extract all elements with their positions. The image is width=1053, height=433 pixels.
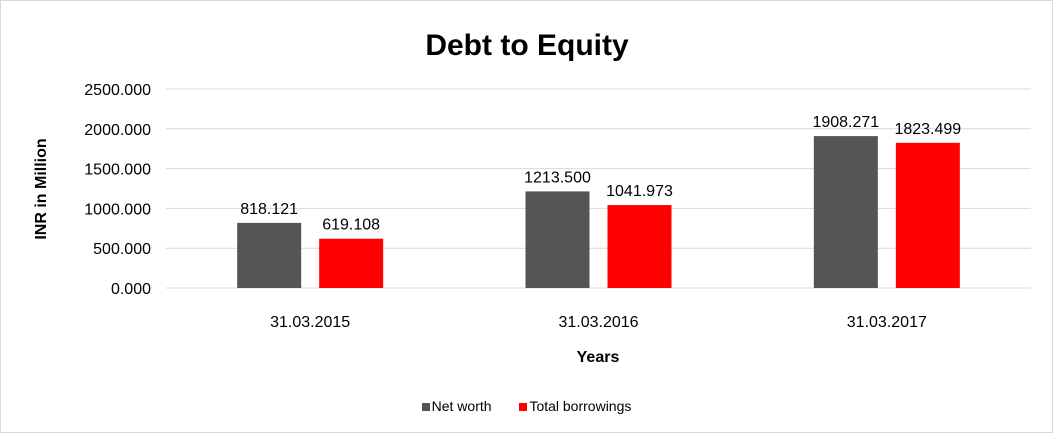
data-label: 1041.973 — [606, 183, 673, 200]
data-label: 1823.499 — [894, 121, 961, 138]
legend-swatch — [421, 403, 430, 411]
legend-swatch — [519, 403, 528, 411]
data-label: 1213.500 — [524, 169, 591, 186]
bar-net-worth — [237, 222, 302, 288]
bar-total-borrowings — [895, 142, 960, 288]
y-tick-label: 0.000 — [111, 281, 151, 298]
data-label: 619.108 — [322, 217, 380, 234]
legend-label: Net worth — [431, 398, 492, 414]
bar-total-borrowings — [319, 238, 384, 288]
x-tick-label: 31.03.2016 — [558, 314, 638, 331]
legend-item-net-worth: Net worth — [421, 398, 492, 414]
y-tick-label: 1500.000 — [84, 162, 151, 179]
y-tick-label: 2500.000 — [84, 82, 151, 99]
data-label: 1908.271 — [812, 114, 879, 131]
y-tick-label: 1000.000 — [84, 201, 151, 218]
y-tick-label: 2000.000 — [84, 122, 151, 139]
x-tick-label: 31.03.2015 — [270, 314, 350, 331]
legend: Net worth Total borrowings — [1, 398, 1052, 414]
y-axis-label: INR in Million — [33, 138, 50, 239]
bar-total-borrowings — [607, 205, 672, 288]
bar-net-worth — [525, 191, 590, 288]
y-tick-label: 500.000 — [93, 241, 151, 258]
legend-item-total-borrowings: Total borrowings — [519, 398, 631, 414]
data-label: 818.121 — [240, 201, 298, 218]
bar-net-worth — [813, 136, 878, 288]
chart-title: Debt to Equity — [425, 29, 629, 62]
legend-label: Total borrowings — [529, 398, 632, 414]
x-tick-label: 31.03.2017 — [847, 314, 927, 331]
x-axis-label: Years — [577, 349, 620, 366]
